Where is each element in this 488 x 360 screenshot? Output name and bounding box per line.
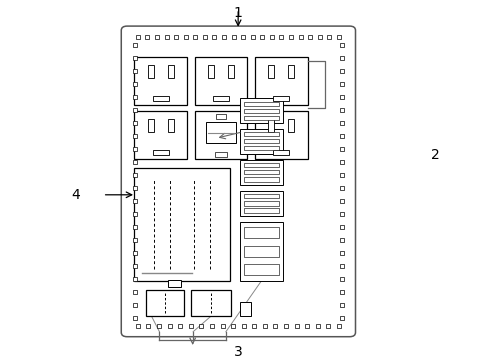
Bar [240,302,250,316]
Bar [240,98,283,123]
Bar [190,289,230,316]
Bar [244,146,278,150]
Bar [167,65,174,78]
Bar [244,109,278,113]
Bar [244,201,278,206]
Bar [244,132,278,136]
Bar [244,170,278,175]
Bar [194,111,247,159]
Bar [168,280,181,287]
Bar [240,129,283,154]
Bar [287,65,294,78]
Bar [244,264,278,275]
Bar [244,227,278,238]
Bar [273,150,288,155]
Bar [153,150,168,155]
Bar [267,118,274,132]
Bar [134,111,187,159]
Bar [153,96,168,101]
Bar [240,160,283,185]
Bar [213,96,228,101]
Bar [240,222,283,280]
Bar [227,65,234,78]
Bar [240,191,283,216]
Bar [244,246,278,257]
Bar [145,289,183,316]
Bar [147,65,154,78]
Bar [207,65,214,78]
Text: 4: 4 [71,188,80,202]
Bar [216,114,225,120]
Bar [147,118,154,132]
Bar [254,57,307,105]
Bar [214,152,227,157]
Bar [167,118,174,132]
Bar [244,163,278,167]
Bar [244,139,278,143]
Text: 2: 2 [430,148,439,162]
Bar [244,194,278,198]
Bar [134,57,187,105]
Bar [244,177,278,181]
Bar [254,111,307,159]
Text: 1: 1 [233,5,242,19]
FancyBboxPatch shape [121,26,355,337]
Text: 3: 3 [233,345,242,359]
Bar [244,116,278,120]
Bar [273,96,288,101]
Bar [194,57,247,105]
Bar [205,122,236,143]
Bar [267,65,274,78]
Bar [134,168,229,280]
Bar [244,102,278,106]
Bar [244,208,278,213]
Bar [287,118,294,132]
